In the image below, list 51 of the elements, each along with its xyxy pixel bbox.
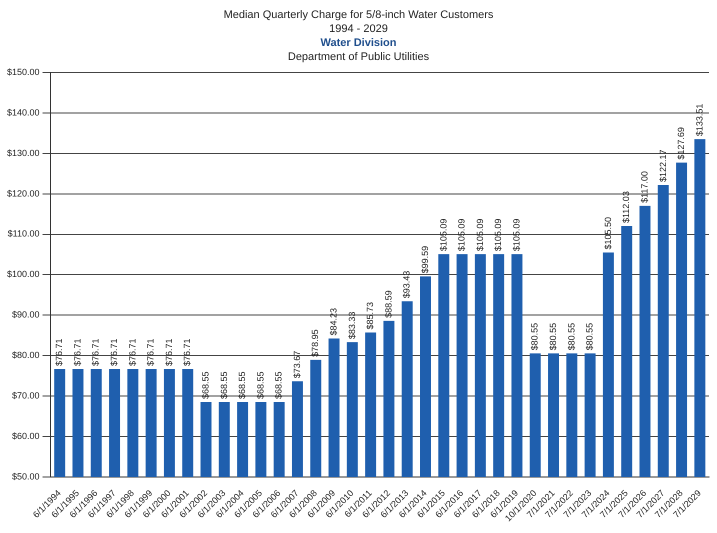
- data-label: $73.67: [292, 350, 302, 378]
- data-label: $117.00: [639, 171, 650, 203]
- data-label: $76.71: [182, 338, 192, 366]
- data-label: $76.71: [164, 338, 174, 366]
- data-label: $93.43: [402, 270, 412, 298]
- y-tick-label: $140.00: [6, 107, 40, 118]
- data-label: $105.50: [602, 216, 613, 250]
- data-label: $68.55: [255, 371, 266, 399]
- data-label: $68.55: [274, 371, 284, 399]
- text: Water Division: [320, 36, 398, 50]
- data-label: $84.23: [328, 308, 339, 336]
- data-label: $88.59: [383, 290, 394, 318]
- y-tick-label: $130.00: [6, 148, 40, 158]
- y-tick-label: $110.00: [8, 228, 40, 239]
- data-label: $133.51: [694, 104, 704, 136]
- data-label: $76.71: [146, 338, 156, 366]
- data-label: $99.59: [420, 246, 430, 274]
- data-label: $112.03: [621, 191, 632, 224]
- data-label: $105.09: [474, 218, 485, 252]
- y-tick-label: $80.00: [12, 350, 40, 360]
- data-label: $68.55: [218, 371, 229, 399]
- data-label: $76.71: [90, 338, 101, 366]
- data-label: $83.33: [346, 312, 357, 340]
- data-label: $105.09: [456, 218, 467, 252]
- data-label: $76.71: [109, 338, 120, 366]
- y-tick-label: $150.00: [6, 66, 40, 77]
- data-label: $80.55: [548, 322, 558, 350]
- data-label: $105.09: [438, 218, 448, 252]
- data-label: $105.09: [511, 218, 522, 252]
- data-label: $85.73: [365, 302, 376, 330]
- data-label: $76.71: [127, 338, 138, 366]
- data-label: $68.55: [237, 371, 248, 399]
- data-label: $78.95: [310, 329, 320, 357]
- data-label: $122.17: [658, 149, 668, 182]
- data-label: $76.71: [54, 338, 64, 366]
- y-tick-label: $70.00: [12, 390, 40, 401]
- y-tick-label: $60.00: [12, 431, 40, 442]
- y-tick-label: $120.00: [6, 188, 40, 198]
- y-tick-label: $50.00: [12, 472, 40, 482]
- chart-title: Median Quarterly Charge for 5/8-inch Water Customers: [222, 8, 494, 22]
- data-label: $105.09: [493, 218, 504, 252]
- data-label: $76.71: [72, 338, 82, 366]
- data-label: $68.55: [200, 371, 210, 399]
- data-label: $80.55: [530, 322, 540, 350]
- data-label: $127.69: [676, 127, 686, 160]
- chart-subtitle: 1994 - 2029: [328, 22, 389, 36]
- text: Department of Public Utilities: [286, 50, 430, 64]
- data-label: $80.55: [566, 322, 576, 350]
- y-tick-label: $90.00: [12, 310, 40, 320]
- data-label: $80.55: [584, 322, 595, 350]
- y-tick-label: $100.00: [6, 269, 40, 280]
